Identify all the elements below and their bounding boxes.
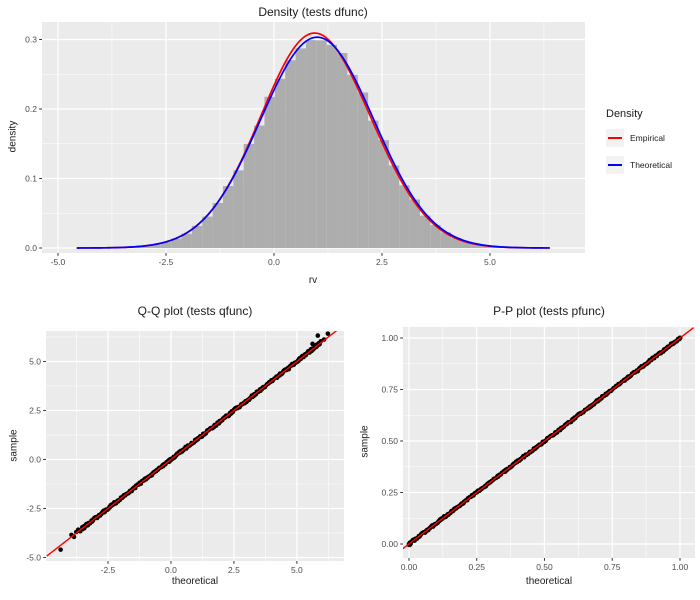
histogram-bar	[440, 232, 452, 248]
data-point	[310, 341, 315, 347]
x-tick-label: -5.0	[51, 257, 66, 267]
legend-key	[606, 156, 624, 174]
histogram-bar	[347, 74, 358, 248]
histogram-bar	[212, 202, 223, 248]
data-point	[58, 547, 63, 552]
histogram-bar	[430, 224, 441, 248]
x-tick-label: 5.0	[484, 257, 496, 267]
y-tick-label: 0.1	[25, 174, 37, 184]
density-y-axis-title: density	[7, 120, 19, 153]
histogram-bar	[202, 216, 213, 248]
legend-title: Density	[606, 108, 643, 120]
histogram-bar	[471, 244, 483, 248]
histogram-bar	[419, 215, 431, 248]
y-tick-label: 0.25	[381, 487, 398, 497]
x-tick-label: 0.00	[401, 562, 418, 572]
y-tick-label: 0.00	[381, 539, 398, 549]
x-tick-label: 0.25	[468, 562, 485, 572]
histogram-bar	[140, 245, 151, 248]
qq-plot: -2.5 0.0 2.5 5.0 -5.0 -2.5 0.0 2.5 5.0	[26, 331, 344, 575]
y-tick-label: 0.2	[25, 104, 37, 114]
y-tick-label: 0.0	[29, 454, 41, 464]
density-plot-title: Density (tests dfunc)	[258, 5, 368, 19]
histogram-bar	[254, 125, 265, 248]
density-plot: -5.0 -2.5 0.0 2.5 5.0 0.0 0.1 0.2 0.3	[25, 22, 585, 267]
empirical-line-sample-icon	[608, 136, 622, 140]
plot-content	[46, 331, 338, 557]
x-tick-label: 1.00	[672, 562, 689, 572]
histogram-bar	[264, 96, 275, 248]
density-x-axis-title: rv	[308, 275, 318, 286]
histogram-bar	[295, 48, 306, 248]
legend-entry-theoretical: Theoretical	[606, 156, 672, 174]
x-tick-label: 0.75	[604, 562, 621, 572]
histogram-bar	[357, 92, 369, 248]
pp-y-axis-title: sample	[359, 425, 371, 458]
histogram-bar	[378, 140, 389, 248]
plot-content	[76, 32, 550, 249]
legend-entry-label: Theoretical	[630, 160, 673, 170]
pp-plot: 0.00 0.25 0.50 0.75 1.00 0.00 0.25 0.50 0.75 1.00	[381, 327, 695, 572]
pp-x-axis-title: theoretical	[525, 576, 573, 587]
histogram-bar	[223, 186, 234, 248]
histogram-bar	[461, 241, 472, 248]
plot-panel	[46, 331, 344, 561]
y-tick-label: -5.0	[26, 552, 41, 562]
histogram-bar	[482, 245, 493, 248]
histogram-bar	[409, 199, 420, 248]
qq-y-axis-title: sample	[8, 429, 20, 462]
pp-plot-title: P-P plot (tests pfunc)	[493, 304, 605, 318]
plot-content	[403, 327, 694, 550]
histogram-bar	[368, 120, 379, 248]
theoretical-line-sample-icon	[608, 163, 622, 167]
legend-entry-label: Empirical	[630, 133, 665, 143]
y-tick-label: 0.3	[25, 35, 37, 45]
theoretical-density-curve	[76, 36, 550, 249]
y-tick-label: 2.5	[29, 405, 41, 415]
legend-entry-empirical: Empirical	[606, 129, 672, 147]
x-tick-label: -2.5	[101, 565, 116, 575]
qq-plot-title: Q-Q plot (tests qfunc)	[137, 304, 253, 318]
data-point	[315, 333, 321, 338]
histogram-bar	[316, 40, 327, 248]
x-tick-label: -2.5	[159, 257, 174, 267]
y-tick-label: 0.75	[381, 384, 398, 394]
histogram-bar	[337, 52, 348, 248]
histogram-bar	[191, 225, 203, 248]
reference-line	[403, 327, 694, 550]
y-tick-label: 1.00	[381, 333, 398, 343]
x-tick-label: 0.0	[165, 565, 177, 575]
histogram-bar	[160, 242, 172, 248]
reference-line	[46, 331, 338, 557]
histogram-bar	[399, 185, 410, 248]
legend: Density Empirical Theoretical	[606, 108, 672, 174]
histogram-bar	[171, 238, 182, 248]
histogram-bar	[305, 40, 317, 248]
histogram-bar	[150, 244, 161, 248]
x-tick-label: 2.5	[376, 257, 388, 267]
y-tick-label: -2.5	[26, 503, 41, 513]
legend-key	[606, 129, 624, 147]
histogram-bar	[388, 165, 400, 248]
histogram-bar	[326, 44, 338, 248]
histogram-bar	[243, 143, 255, 248]
data-point	[325, 331, 331, 336]
histogram-bar	[451, 238, 462, 248]
histogram-bar	[181, 233, 192, 248]
x-tick-label: 0.0	[268, 257, 280, 267]
y-tick-label: 0.50	[381, 436, 398, 446]
qq-x-axis-title: theoretical	[171, 576, 219, 587]
histogram-bar	[285, 60, 296, 248]
x-tick-label: 0.50	[536, 562, 553, 572]
histogram-bar	[274, 78, 286, 248]
x-tick-label: 5.0	[291, 565, 303, 575]
x-tick-label: 2.5	[228, 565, 240, 575]
y-tick-label: 5.0	[29, 356, 41, 366]
y-tick-label: 0.0	[25, 243, 37, 253]
histogram-bar	[233, 170, 244, 248]
